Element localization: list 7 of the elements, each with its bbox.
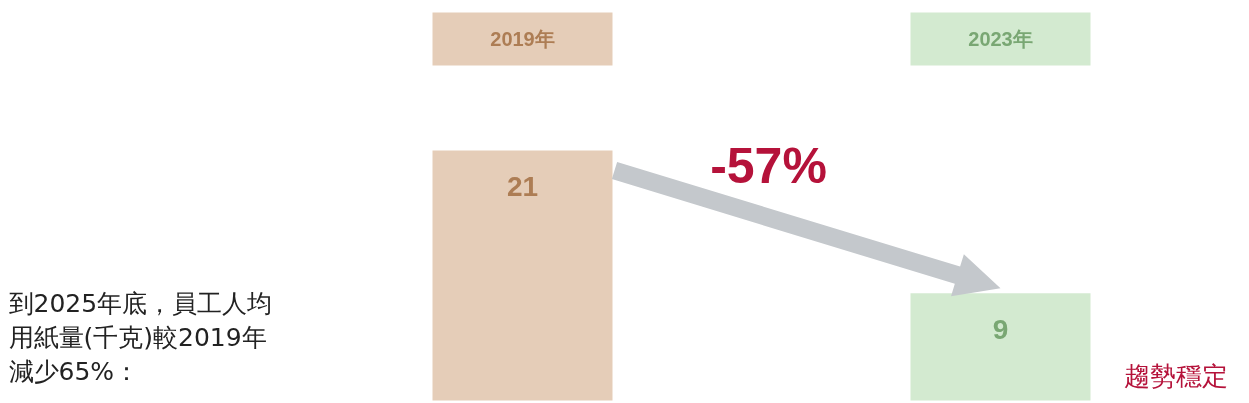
annotation: -57% [710, 137, 827, 194]
annotation: 趨勢穩定 [1123, 360, 1228, 391]
x-tick-label: 2023年 [968, 27, 1033, 50]
data-label: 21 [506, 171, 539, 202]
x-tick-label: 2019年 [490, 27, 555, 50]
data-label: 9 [992, 313, 1009, 345]
annotation: 到2025年底，員工人均用紙量(千克)較2019年減少65%： [8, 289, 273, 386]
